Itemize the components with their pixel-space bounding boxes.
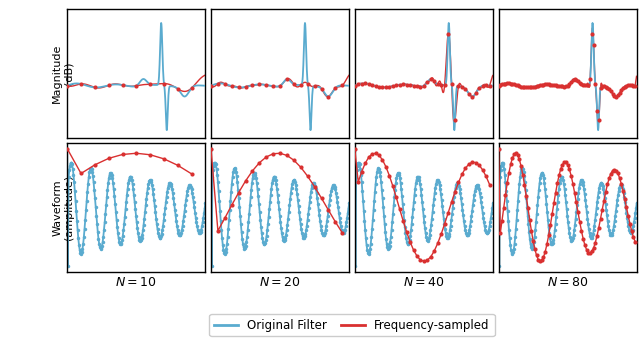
- X-axis label: $N = 80$: $N = 80$: [547, 276, 589, 289]
- X-axis label: $N = 40$: $N = 40$: [403, 276, 445, 289]
- Legend: Original Filter, Frequency-sampled: Original Filter, Frequency-sampled: [209, 314, 495, 336]
- X-axis label: $N = 10$: $N = 10$: [115, 276, 157, 289]
- Y-axis label: Magnitude
(dB): Magnitude (dB): [52, 43, 74, 103]
- X-axis label: $N = 20$: $N = 20$: [259, 276, 301, 289]
- Y-axis label: Waveform
(amplitude): Waveform (amplitude): [52, 175, 74, 240]
